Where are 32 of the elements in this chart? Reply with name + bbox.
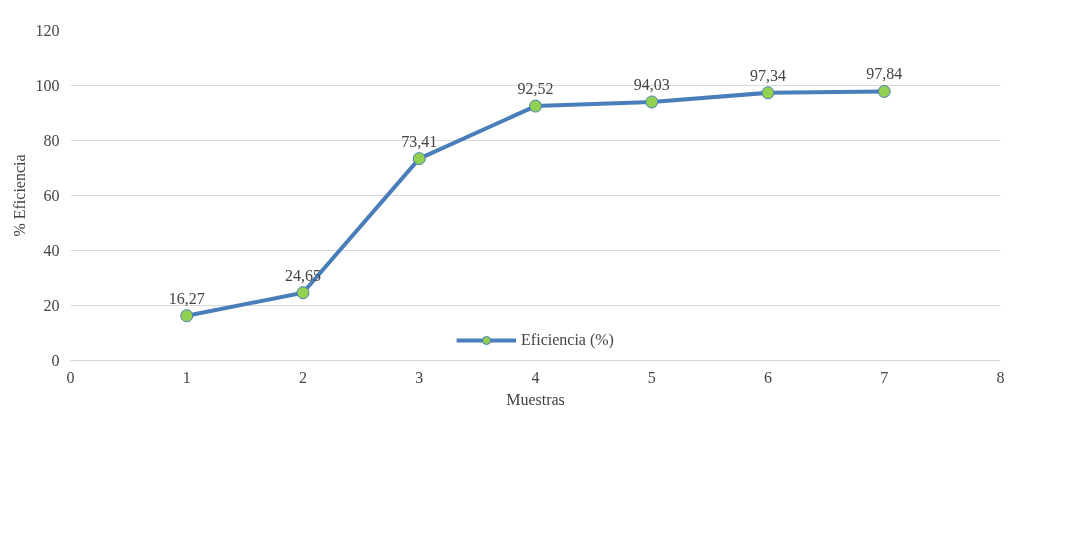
point: [761, 86, 775, 100]
y-axis-title: % Eficiencia: [10, 154, 28, 237]
point: [877, 84, 891, 98]
y-tick-label: 100: [35, 77, 60, 94]
point: [296, 286, 310, 300]
data-label: 97,84: [866, 65, 903, 83]
y-tick-label: 60: [43, 187, 60, 204]
x-tick-label: 0: [66, 368, 75, 386]
x-tick-label: 2: [299, 368, 307, 386]
data-label: 73,41: [401, 132, 438, 150]
x-tick-label: 3: [415, 368, 424, 386]
y-tick-label: 40: [43, 242, 60, 259]
data-label: 94,03: [633, 75, 670, 93]
x-axis-title: Muestras: [506, 390, 565, 408]
point: [645, 95, 659, 109]
legend-label: Eficiencia (%): [521, 331, 614, 349]
y-tick-label: 0: [51, 352, 60, 369]
x-tick-label: 8: [996, 368, 1005, 386]
y-tick-label: 80: [43, 132, 60, 149]
y-tick-label: 20: [43, 297, 60, 314]
y-tick-label: 120: [35, 22, 60, 39]
data-label: 92,52: [517, 80, 554, 98]
x-tick-label: 5: [647, 368, 656, 386]
data-label: 16,27: [168, 289, 205, 307]
x-tick-label: 1: [182, 368, 191, 386]
point: [180, 309, 194, 323]
x-tick-label: 4: [531, 368, 540, 386]
point: [412, 152, 426, 166]
x-tick-label: 7: [880, 368, 889, 386]
x-tick-label: 6: [764, 368, 772, 386]
data-label: 97,34: [750, 66, 786, 84]
point: [529, 99, 542, 113]
